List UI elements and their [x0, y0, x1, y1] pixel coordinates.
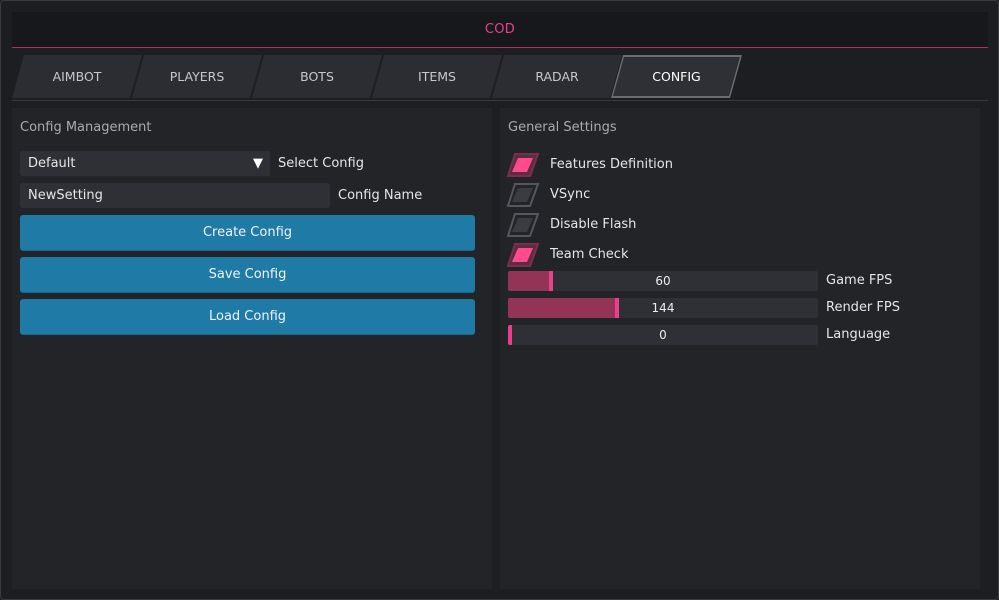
- tab-label: BOTS: [300, 69, 334, 84]
- tab-config[interactable]: CONFIG: [611, 55, 742, 98]
- slider-language[interactable]: 0: [508, 325, 818, 345]
- checkbox-label: Disable Flash: [550, 216, 637, 232]
- checkbox-vsync[interactable]: [506, 182, 540, 207]
- checkbox-disable-flash[interactable]: [506, 212, 540, 237]
- checkbox-label: Features Definition: [550, 156, 673, 172]
- general-settings-panel: General Settings Features Definition VSy…: [500, 108, 980, 589]
- slider-handle[interactable]: [549, 271, 553, 291]
- slider-label: Render FPS: [826, 300, 900, 315]
- panel-title: Config Management: [20, 120, 152, 135]
- window-title: COD: [484, 22, 516, 37]
- slider-value: 60: [655, 274, 671, 288]
- tab-bar: AIMBOT PLAYERS BOTS ITEMS RADAR CONFIG: [12, 55, 988, 99]
- panel-title: General Settings: [508, 120, 617, 135]
- tab-items[interactable]: ITEMS: [372, 55, 502, 98]
- checkbox-features-definition[interactable]: [506, 152, 540, 177]
- config-name-input[interactable]: NewSetting: [20, 183, 330, 208]
- checkbox-row: VSync: [506, 182, 591, 207]
- slider-fill: [508, 298, 617, 318]
- config-management-panel: Config Management Default ▼ Select Confi…: [12, 108, 492, 589]
- triangle-down-icon[interactable]: ▼: [246, 151, 270, 176]
- checkbox-row: Team Check: [506, 242, 629, 267]
- select-config-label: Select Config: [278, 156, 364, 171]
- checkbox-label: VSync: [550, 186, 591, 202]
- config-select[interactable]: Default ▼: [20, 151, 270, 176]
- slider-value: 144: [651, 301, 675, 315]
- slider-value: 0: [659, 328, 667, 342]
- config-select-value: Default: [28, 156, 76, 171]
- tab-label: RADAR: [535, 69, 579, 84]
- tab-label: ITEMS: [418, 69, 456, 84]
- slider-handle[interactable]: [508, 325, 512, 345]
- save-config-button[interactable]: Save Config: [20, 257, 475, 293]
- checkbox-row: Disable Flash: [506, 212, 637, 237]
- slider-render-fps[interactable]: 144: [508, 298, 818, 318]
- slider-fill: [508, 271, 551, 291]
- tab-radar[interactable]: RADAR: [492, 55, 622, 98]
- config-name-label: Config Name: [338, 188, 423, 203]
- tab-label: AIMBOT: [52, 69, 102, 84]
- title-bar[interactable]: COD: [12, 12, 988, 48]
- checkbox-row: Features Definition: [506, 152, 673, 177]
- config-name-value: NewSetting: [28, 188, 103, 203]
- tab-aimbot[interactable]: AIMBOT: [12, 55, 142, 98]
- checkbox-label: Team Check: [550, 246, 629, 262]
- tab-label: PLAYERS: [169, 69, 225, 84]
- checkbox-team-check[interactable]: [506, 242, 540, 267]
- slider-label: Language: [826, 327, 891, 342]
- tab-divider: [12, 100, 988, 101]
- slider-handle[interactable]: [615, 298, 619, 318]
- slider-game-fps[interactable]: 60: [508, 271, 818, 291]
- tab-label: CONFIG: [652, 69, 701, 84]
- slider-label: Game FPS: [826, 273, 893, 288]
- create-config-button[interactable]: Create Config: [20, 215, 475, 251]
- tab-players[interactable]: PLAYERS: [132, 55, 262, 98]
- load-config-button[interactable]: Load Config: [20, 299, 475, 335]
- tab-bots[interactable]: BOTS: [252, 55, 382, 98]
